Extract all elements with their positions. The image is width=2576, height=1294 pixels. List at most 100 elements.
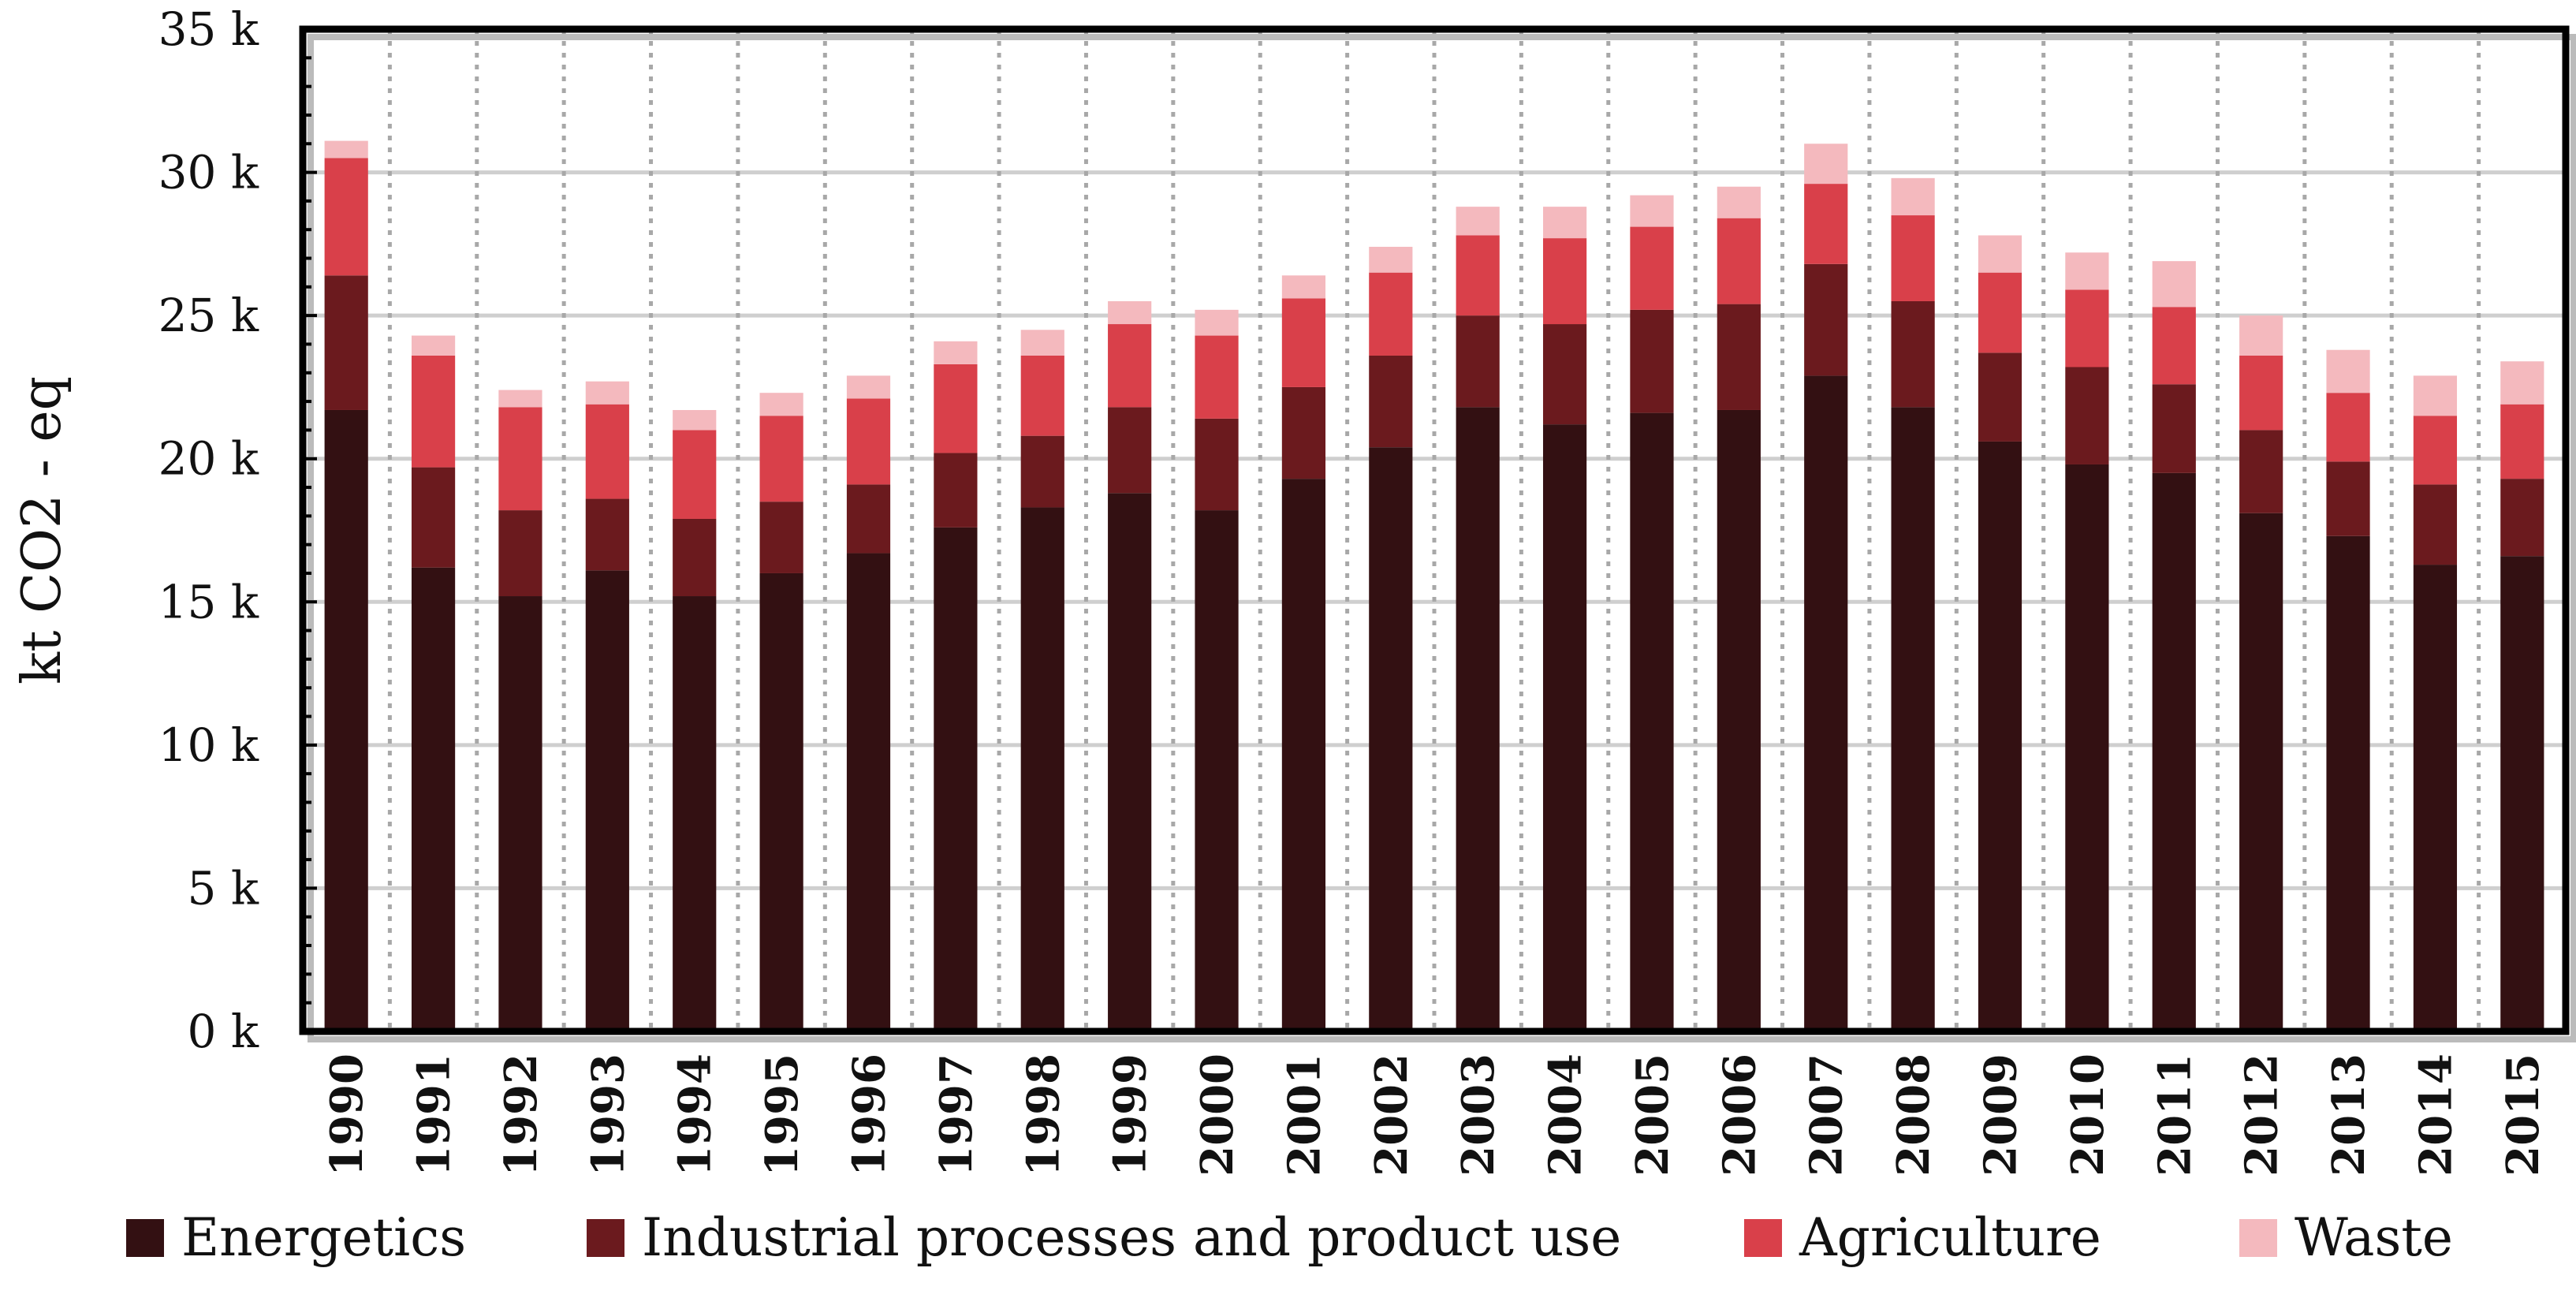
- legend-label: Agriculture: [1799, 1207, 2101, 1268]
- bar-segment: [1717, 409, 1761, 1031]
- bar-segment: [1108, 407, 1152, 494]
- bar-segment: [2413, 375, 2458, 416]
- bar-segment: [498, 510, 542, 597]
- bar-segment: [759, 502, 803, 573]
- legend-swatch: [2239, 1219, 2277, 1257]
- plot-frame-shadow: [308, 34, 2576, 1042]
- bars-layer: [324, 140, 2544, 1032]
- bar-segment: [324, 158, 368, 276]
- x-tick-label: 2006: [1713, 1053, 1765, 1177]
- bar-segment: [1630, 226, 1674, 310]
- x-tick-label: 1993: [582, 1053, 634, 1177]
- bar-segment: [411, 467, 456, 568]
- y-tick-label: 5 k: [188, 861, 259, 915]
- bar-segment: [2413, 565, 2458, 1031]
- bar-segment: [1978, 272, 2022, 353]
- bar-segment: [2326, 535, 2370, 1031]
- bar-segment: [2413, 416, 2458, 485]
- legend-item: Agriculture: [1744, 1207, 2101, 1268]
- x-tick-label: 2002: [1366, 1053, 1418, 1177]
- bar-segment: [1542, 207, 1587, 239]
- bar-segment: [585, 570, 629, 1031]
- bar-segment: [1281, 275, 1326, 299]
- x-tick-label: 1998: [1017, 1053, 1069, 1177]
- bar-segment: [1020, 330, 1064, 356]
- bar-segment: [2326, 461, 2370, 536]
- bar-segment: [1195, 335, 1239, 419]
- bar-segment: [2152, 384, 2196, 473]
- x-tick-label: 1995: [756, 1053, 808, 1177]
- bar-segment: [1542, 238, 1587, 325]
- bar-segment: [2239, 355, 2283, 431]
- bar-segment: [2326, 349, 2370, 393]
- bar-segment: [673, 596, 717, 1031]
- bar-segment: [1108, 324, 1152, 408]
- bar-segment: [498, 407, 542, 511]
- bar-segment: [1891, 407, 1935, 1031]
- legend-swatch: [126, 1219, 164, 1257]
- bar-segment: [2239, 513, 2283, 1031]
- bar-segment: [1630, 195, 1674, 227]
- y-tick-label: 25 k: [158, 289, 259, 342]
- bar-segment: [2500, 556, 2544, 1031]
- y-tick-label: 0 k: [188, 1005, 259, 1058]
- legend-label: Waste: [2295, 1207, 2453, 1268]
- bar-segment: [1717, 304, 1761, 410]
- x-tick-label: 1990: [321, 1053, 373, 1177]
- bar-segment: [759, 393, 803, 416]
- bar-segment: [498, 596, 542, 1031]
- bar-segment: [1804, 144, 1848, 185]
- bar-segment: [1108, 300, 1152, 325]
- bar-segment: [673, 518, 717, 597]
- bar-segment: [934, 453, 978, 528]
- bar-segment: [846, 375, 891, 399]
- bar-segment: [2065, 367, 2109, 464]
- legend: Energetics Industrial processes and produ…: [126, 1207, 2453, 1268]
- bar-segment: [1717, 186, 1761, 218]
- bar-segment: [1281, 298, 1326, 387]
- bar-segment: [1369, 447, 1413, 1031]
- legend-item: Industrial processes and product use: [587, 1207, 1621, 1268]
- x-tick-label: 2004: [1540, 1053, 1592, 1177]
- bar-segment: [585, 381, 629, 405]
- bar-segment: [1456, 207, 1500, 236]
- bar-segment: [1542, 424, 1587, 1031]
- legend-label: Industrial processes and product use: [642, 1207, 1621, 1268]
- y-tick-label: 35 k: [158, 2, 259, 56]
- bar-segment: [585, 498, 629, 571]
- x-tick-label: 1994: [669, 1053, 721, 1177]
- bar-segment: [1456, 407, 1500, 1031]
- bar-segment: [1978, 352, 2022, 442]
- grid-layer: [303, 27, 2566, 1031]
- bar-segment: [1020, 435, 1064, 508]
- bar-segment: [1804, 184, 1848, 264]
- bar-segment: [2326, 393, 2370, 462]
- bar-segment: [1804, 263, 1848, 376]
- bar-segment: [1108, 493, 1152, 1031]
- bar-segment: [673, 430, 717, 519]
- bar-segment: [2065, 289, 2109, 367]
- bar-segment: [759, 572, 803, 1031]
- bar-segment: [2413, 484, 2458, 565]
- legend-swatch: [587, 1219, 624, 1257]
- bar-segment: [1195, 418, 1239, 511]
- bar-segment: [1369, 272, 1413, 356]
- bar-segment: [1630, 412, 1674, 1031]
- bar-segment: [2500, 479, 2544, 557]
- bar-segment: [585, 404, 629, 499]
- bar-segment: [1020, 355, 1064, 436]
- legend-item: Waste: [2239, 1207, 2453, 1268]
- bar-segment: [1369, 355, 1413, 448]
- x-tick-label: 1991: [408, 1053, 460, 1177]
- legend-item: Energetics: [126, 1207, 466, 1268]
- bar-segment: [1281, 479, 1326, 1031]
- y-tick-label: 15 k: [158, 575, 259, 628]
- x-tick-label: 1996: [844, 1053, 896, 1177]
- bar-segment: [2152, 472, 2196, 1031]
- y-tick-label: 10 k: [158, 718, 259, 772]
- bar-segment: [1195, 510, 1239, 1031]
- bar-segment: [1978, 235, 2022, 273]
- bar-segment: [2065, 464, 2109, 1031]
- bar-segment: [2152, 261, 2196, 308]
